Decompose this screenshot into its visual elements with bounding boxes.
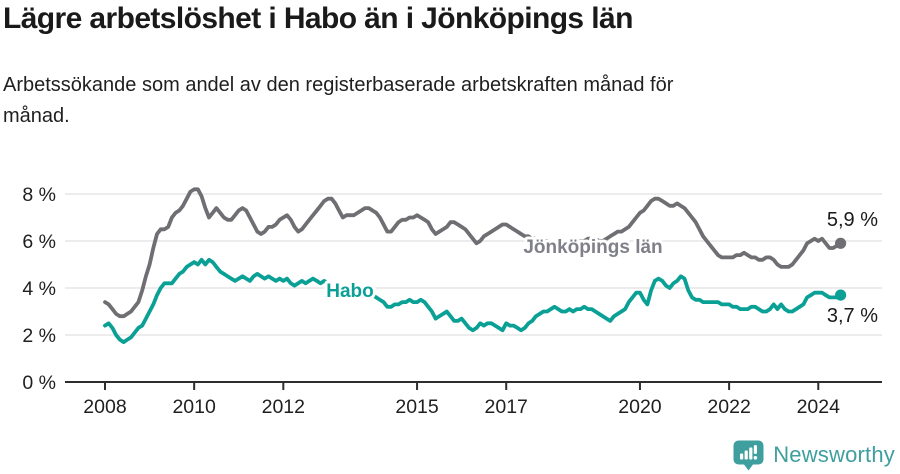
x-tick-label: 2008 — [83, 396, 126, 418]
speech-bubble-shape — [733, 440, 764, 471]
series-name-label-0: Jönköpings län — [523, 237, 662, 258]
y-tick-label: 6 % — [22, 231, 56, 253]
x-tick-label: 2012 — [262, 396, 305, 418]
bar-2 — [744, 450, 748, 460]
series-end-value-label-0: 5,9 % — [827, 209, 878, 231]
y-tick-label: 8 % — [22, 184, 56, 206]
x-tick-label: 2024 — [797, 396, 841, 418]
x-tick-label: 2020 — [618, 396, 662, 418]
x-tick-label: 2010 — [172, 396, 216, 418]
page-title: Lägre arbetslöshet i Habo än i Jönköping… — [3, 2, 633, 35]
x-tick-label: 2017 — [485, 396, 528, 418]
series-end-dot-1 — [835, 289, 847, 301]
y-tick-label: 4 % — [22, 278, 56, 300]
bar-1 — [740, 453, 744, 460]
y-tick-label: 2 % — [22, 325, 56, 347]
exclamation-dot — [753, 456, 758, 460]
newsworthy-logo-text: Newsworthy — [773, 442, 895, 467]
bar-3 — [749, 447, 753, 460]
y-tick-label: 0 % — [22, 372, 56, 394]
chart-subtitle: Arbetssökande som andel av den registerb… — [3, 74, 674, 127]
newsworthy-logo: Newsworthy — [732, 439, 895, 471]
series-line-1 — [103, 257, 843, 345]
x-tick-label: 2015 — [395, 396, 439, 418]
exclamation-bar — [753, 445, 758, 454]
series-end-value-label-1: 3,7 % — [827, 305, 878, 327]
x-tick-label: 2022 — [707, 396, 750, 418]
series-line-0 — [103, 187, 843, 319]
bar-chart-speech-bubble-icon — [733, 440, 764, 471]
series-name-label-1: Habo — [326, 281, 374, 302]
series-end-dot-0 — [835, 237, 847, 249]
